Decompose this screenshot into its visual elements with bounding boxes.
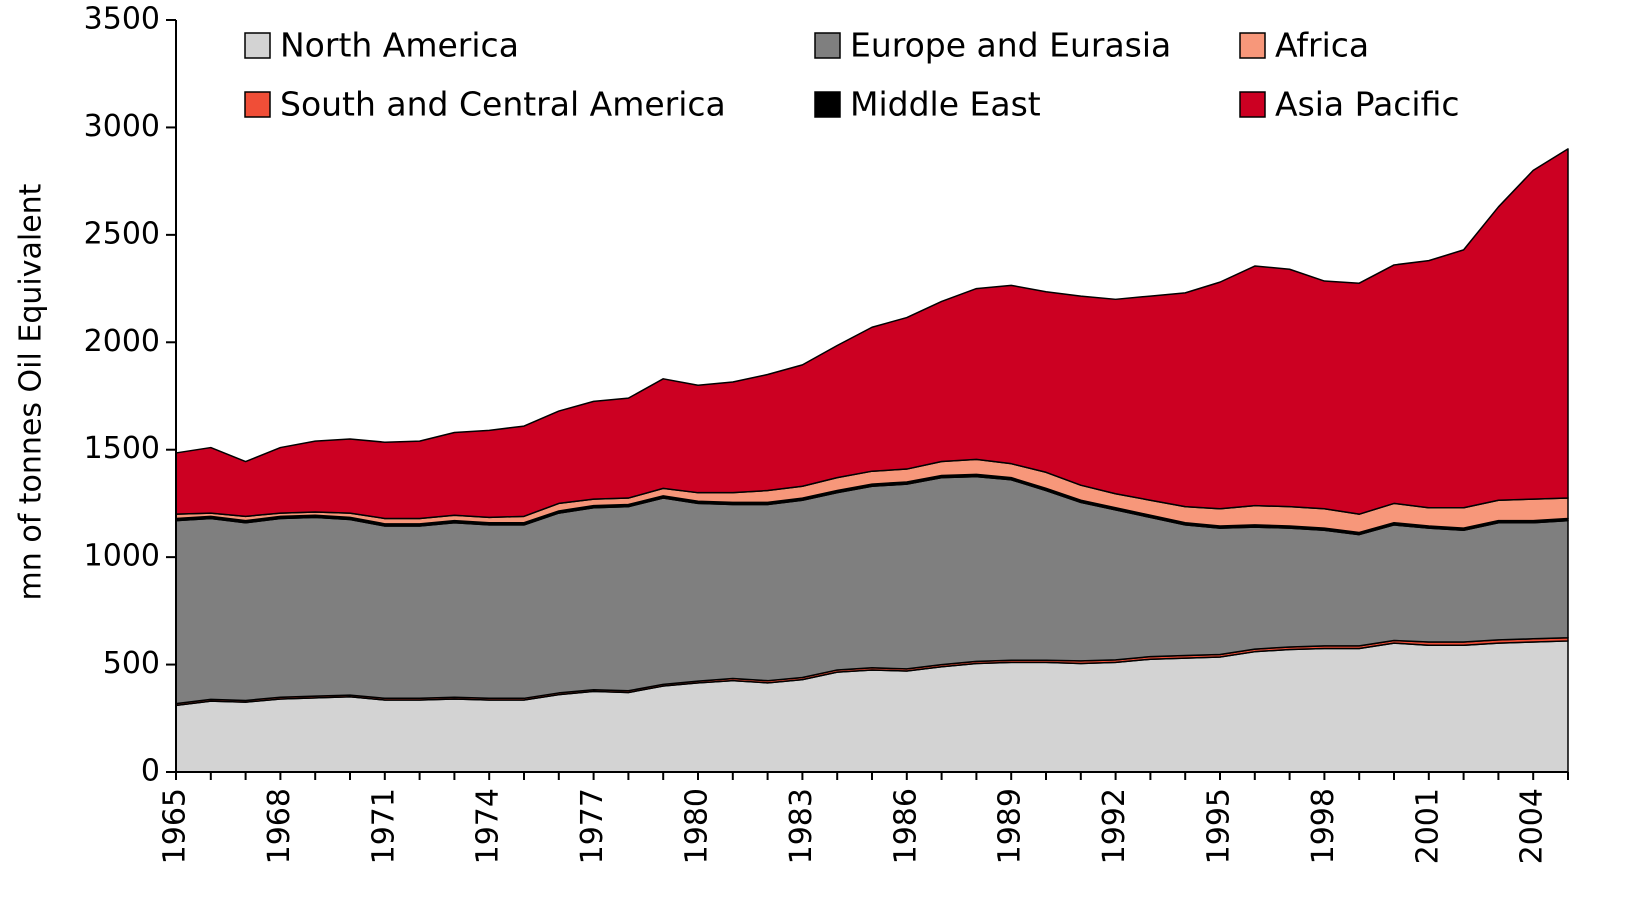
x-tick-label: 1998 [1306,788,1341,864]
x-tick-label: 1974 [471,788,506,864]
legend-swatch [1239,32,1266,59]
legend-label: South and Central America [280,85,726,124]
legend-label: Asia Pacific [1275,85,1460,124]
y-tick-label: 2500 [84,216,160,251]
legend-swatch [1239,91,1266,118]
x-tick-label: 2004 [1515,788,1550,864]
y-tick-label: 3500 [84,2,160,37]
x-tick-label: 1983 [784,788,819,864]
legend-label: North America [280,26,519,65]
x-tick-label: 1989 [993,788,1028,864]
x-tick-label: 1968 [262,788,297,864]
y-tick-label: 1500 [84,431,160,466]
legend-swatch [814,91,841,118]
legend-swatch [244,91,271,118]
legend-swatch [244,32,271,59]
x-tick-label: 1986 [888,788,923,864]
x-tick-label: 1992 [1097,788,1132,864]
area [175,148,1569,520]
y-tick-label: 0 [141,754,160,789]
x-tick-label: 1977 [575,788,610,864]
y-tick-label: 500 [103,646,160,681]
legend-label: Europe and Eurasia [850,26,1171,65]
legend-label: Africa [1275,26,1369,65]
y-tick-label: 3000 [84,109,160,144]
y-axis-title: mn of tonnes Oil Equivalent [14,183,49,600]
x-tick-label: 2001 [1410,788,1445,864]
legend-swatch [814,32,841,59]
x-tick-label: 1995 [1202,788,1237,864]
x-tick-label: 1980 [680,788,715,864]
legend-label: Middle East [850,85,1041,124]
x-tick-label: 1965 [158,788,193,864]
y-tick-label: 1000 [84,539,160,574]
x-tick-label: 1971 [366,788,401,864]
y-tick-label: 2000 [84,324,160,359]
